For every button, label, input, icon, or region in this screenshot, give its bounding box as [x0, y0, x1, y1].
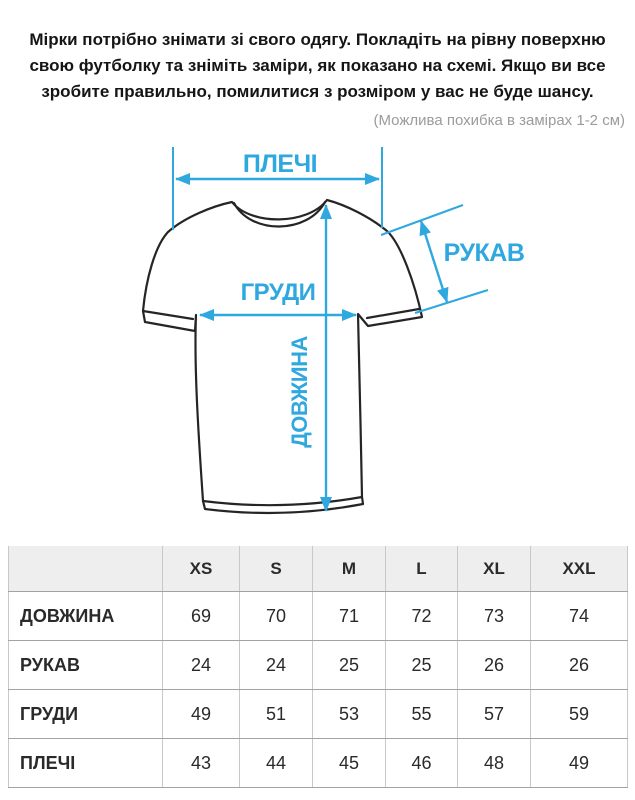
value-cell: 26 [530, 640, 628, 690]
value-cell: 49 [530, 738, 628, 788]
size-table-corner-cell [8, 546, 163, 592]
tshirt-outline [141, 198, 424, 515]
right-cuff-band-line [365, 307, 421, 320]
intro-text: Мірки потрібно знімати зі свого одягу. П… [0, 0, 635, 105]
value-cell: 59 [530, 689, 628, 739]
value-cell: 51 [239, 689, 313, 739]
size-header-xxl: XXL [530, 546, 628, 592]
chest-label: ГРУДИ [241, 279, 316, 306]
table-row-sleeve: РУКАВ 24 24 25 25 26 26 [8, 640, 628, 690]
value-cell: 25 [312, 640, 386, 690]
tolerance-note: (Можлива похибка в замірах 1-2 см) [373, 112, 625, 129]
collar-inner-line [232, 200, 327, 228]
intro-line-1: Мірки потрібно знімати зі свого одягу. П… [29, 30, 606, 49]
size-table-header-row: XS S M L XL XXL [8, 546, 628, 592]
tshirt-measurement-diagram: ПЛЕЧІ ГРУДИ РУКАВ ДОВЖИНА [141, 147, 525, 515]
row-label-length: ДОВЖИНА [8, 591, 163, 641]
value-cell: 55 [385, 689, 458, 739]
left-cuff-band-line [141, 309, 195, 321]
tshirt-silhouette [141, 198, 424, 515]
size-header-xl: XL [457, 546, 531, 592]
sleeve-extension-upper [380, 204, 464, 236]
value-cell: 71 [312, 591, 386, 641]
shoulders-label: ПЛЕЧІ [243, 150, 317, 178]
size-header-m: M [312, 546, 386, 592]
value-cell: 49 [162, 689, 240, 739]
intro-line-3: зробите правильно, помилитися з розміром… [41, 82, 594, 101]
value-cell: 72 [385, 591, 458, 641]
value-cell: 74 [530, 591, 628, 641]
value-cell: 73 [457, 591, 531, 641]
hem-band-line [201, 495, 364, 507]
row-label-sleeve: РУКАВ [8, 640, 163, 690]
sleeve-label: РУКАВ [444, 239, 525, 267]
table-row-shoulders: ПЛЕЧІ 43 44 45 46 48 49 [8, 738, 628, 788]
table-row-length: ДОВЖИНА 69 70 71 72 73 74 [8, 591, 628, 641]
value-cell: 70 [239, 591, 313, 641]
size-header-l: L [385, 546, 458, 592]
table-row-chest: ГРУДИ 49 51 53 55 57 59 [8, 689, 628, 739]
row-label-shoulders: ПЛЕЧІ [8, 738, 163, 788]
value-cell: 24 [162, 640, 240, 690]
value-cell: 26 [457, 640, 531, 690]
sleeve-arrow [419, 220, 449, 303]
value-cell: 69 [162, 591, 240, 641]
value-cell: 48 [457, 738, 531, 788]
value-cell: 44 [239, 738, 313, 788]
value-cell: 53 [312, 689, 386, 739]
value-cell: 46 [385, 738, 458, 788]
value-cell: 57 [457, 689, 531, 739]
sleeve-extension-lower [414, 289, 489, 314]
row-label-chest: ГРУДИ [8, 689, 163, 739]
size-header-xs: XS [162, 546, 240, 592]
value-cell: 43 [162, 738, 240, 788]
size-table: XS S M L XL XXL ДОВЖИНА 69 70 71 72 73 7… [8, 546, 628, 788]
size-header-s: S [239, 546, 313, 592]
value-cell: 24 [239, 640, 313, 690]
length-label: ДОВЖИНА [287, 335, 312, 447]
value-cell: 45 [312, 738, 386, 788]
value-cell: 25 [385, 640, 458, 690]
intro-line-2: свою футболку та зніміть заміри, як пока… [29, 56, 606, 75]
dimension-lines [172, 147, 489, 512]
